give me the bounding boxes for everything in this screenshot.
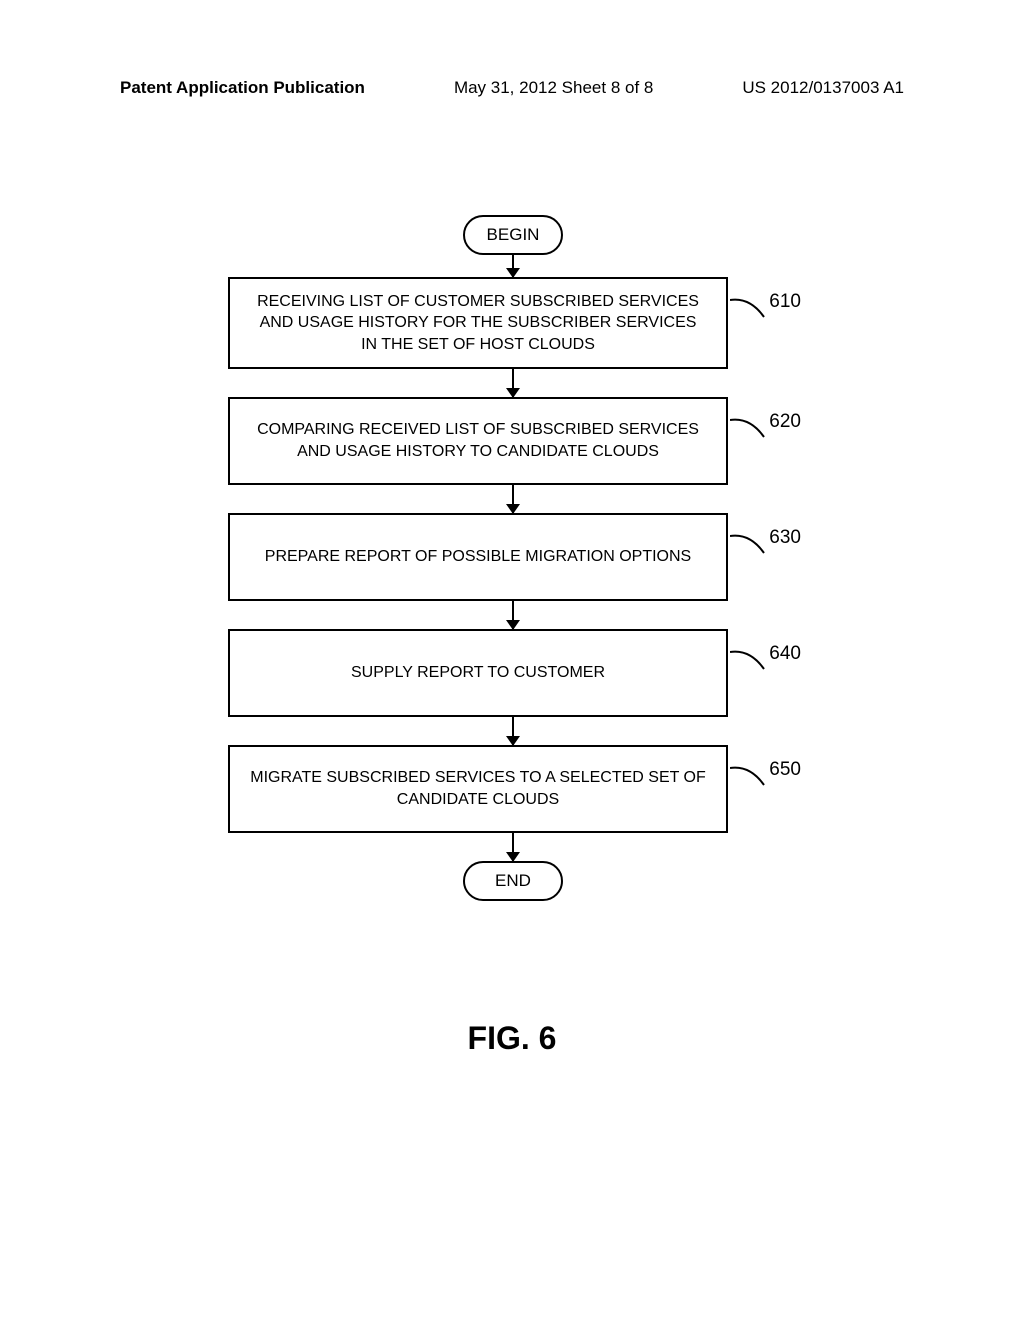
figure-caption: FIG. 6	[0, 1020, 1024, 1057]
arrow-connector	[213, 255, 813, 277]
ref-number: 630	[769, 525, 801, 551]
arrow-connector	[213, 485, 813, 513]
arrow-connector	[213, 369, 813, 397]
ref-connector-icon	[730, 297, 768, 321]
begin-terminal: BEGIN	[463, 215, 563, 255]
process-text: SUPPLY REPORT TO CUSTOMER	[351, 662, 605, 684]
ref-number: 650	[769, 757, 801, 783]
arrow-connector	[213, 833, 813, 861]
process-text: PREPARE REPORT OF POSSIBLE MIGRATION OPT…	[265, 546, 691, 568]
process-box-620: COMPARING RECEIVED LIST OF SUBSCRIBED SE…	[228, 397, 728, 485]
ref-number: 620	[769, 409, 801, 435]
process-text: RECEIVING LIST OF CUSTOMER SUBSCRIBED SE…	[250, 291, 706, 356]
begin-label: BEGIN	[487, 225, 540, 245]
process-box-630: PREPARE REPORT OF POSSIBLE MIGRATION OPT…	[228, 513, 728, 601]
ref-connector-icon	[730, 649, 768, 673]
ref-number: 640	[769, 641, 801, 667]
process-box-640: SUPPLY REPORT TO CUSTOMER 640	[228, 629, 728, 717]
ref-number: 610	[769, 289, 801, 315]
arrow-connector	[213, 601, 813, 629]
process-text: COMPARING RECEIVED LIST OF SUBSCRIBED SE…	[250, 419, 706, 462]
ref-connector-icon	[730, 417, 768, 441]
end-label: END	[495, 871, 531, 891]
header-publication: Patent Application Publication	[120, 78, 365, 98]
arrow-connector	[213, 717, 813, 745]
header-patent-number: US 2012/0137003 A1	[742, 78, 904, 98]
header-date-sheet: May 31, 2012 Sheet 8 of 8	[454, 78, 653, 98]
page-header: Patent Application Publication May 31, 2…	[0, 78, 1024, 98]
process-box-610: RECEIVING LIST OF CUSTOMER SUBSCRIBED SE…	[228, 277, 728, 369]
ref-connector-icon	[730, 533, 768, 557]
flowchart-container: BEGIN RECEIVING LIST OF CUSTOMER SUBSCRI…	[213, 215, 813, 901]
process-text: MIGRATE SUBSCRIBED SERVICES TO A SELECTE…	[250, 767, 706, 810]
process-box-650: MIGRATE SUBSCRIBED SERVICES TO A SELECTE…	[228, 745, 728, 833]
ref-connector-icon	[730, 765, 768, 789]
end-terminal: END	[463, 861, 563, 901]
